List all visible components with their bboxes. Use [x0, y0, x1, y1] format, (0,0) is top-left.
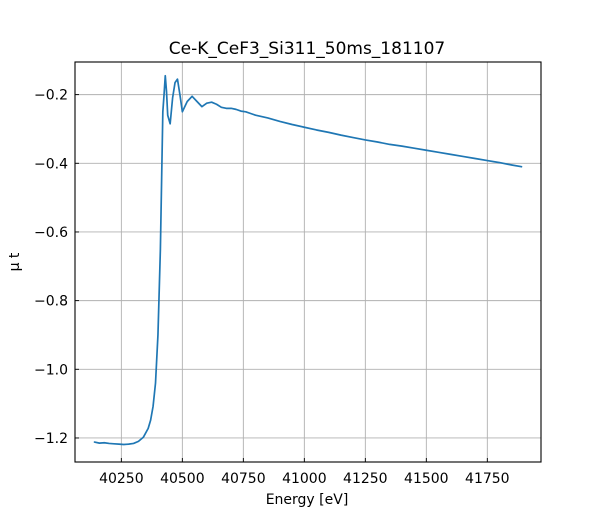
- y-tick-label: −0.8: [34, 294, 68, 310]
- y-tick-label: −1.0: [34, 362, 68, 378]
- x-tick-label: 40250: [99, 471, 144, 487]
- x-tick-label: 41500: [404, 471, 449, 487]
- x-tick-label: 41750: [465, 471, 510, 487]
- x-tick-label: 41000: [282, 471, 327, 487]
- plot-frame: [74, 61, 542, 463]
- series-line: [93, 74, 523, 446]
- x-tick-label: 40500: [160, 471, 205, 487]
- series-layer: [93, 74, 523, 446]
- y-tick-label: −0.6: [34, 225, 68, 241]
- x-tick-label: 41250: [343, 471, 388, 487]
- y-tick-label: −0.2: [34, 88, 68, 104]
- y-axis-label: μ t: [7, 252, 23, 271]
- grid: [75, 62, 541, 462]
- x-axis-label: Energy [eV]: [266, 492, 349, 508]
- ticks: 40250 40500 40750 41000 41250 41500 41750 −0.2 −…: [34, 88, 510, 487]
- chart-title: Ce-K_CeF3_Si311_50ms_181107: [169, 39, 445, 59]
- y-tick-label: −1.2: [34, 431, 68, 447]
- x-tick-label: 40750: [221, 471, 266, 487]
- y-tick-label: −0.4: [34, 156, 68, 172]
